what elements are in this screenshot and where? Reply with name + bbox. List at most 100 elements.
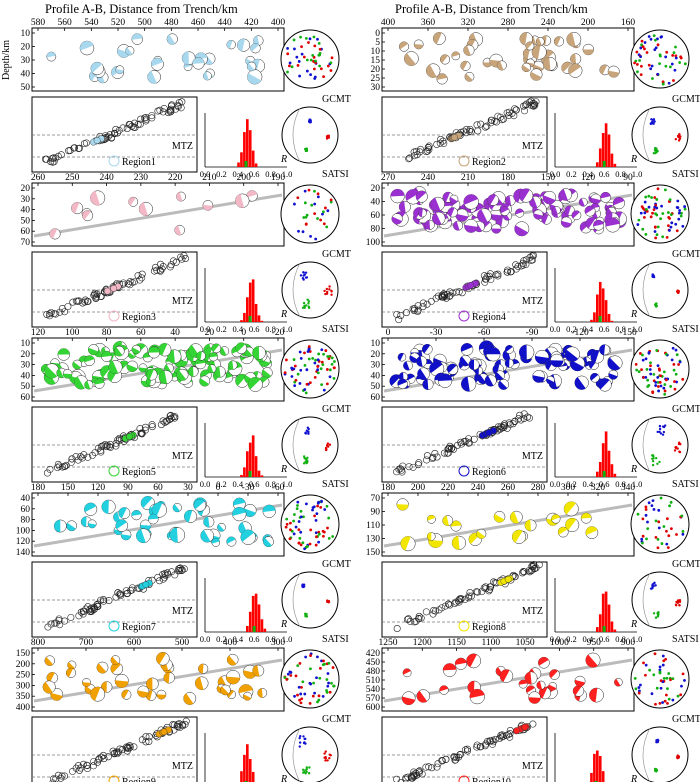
stress-axis-dot bbox=[667, 534, 671, 538]
stress-axis-dot bbox=[329, 200, 333, 204]
hist-bar bbox=[596, 294, 599, 322]
focal-mechanism bbox=[88, 344, 100, 356]
seismicity-event bbox=[138, 430, 146, 438]
stress-axis-dot bbox=[658, 665, 662, 669]
focal-mechanism bbox=[541, 214, 552, 225]
stress-axis-dot bbox=[681, 532, 685, 536]
focal-mechanism bbox=[198, 663, 209, 674]
focal-mechanism bbox=[108, 360, 123, 375]
seismicity-event bbox=[178, 255, 186, 263]
focal-mechanism bbox=[391, 213, 403, 225]
stress-axis-dot bbox=[315, 535, 318, 539]
focal-mechanism bbox=[232, 506, 247, 522]
focal-compressional-quadrant bbox=[536, 681, 543, 690]
seismicity-event bbox=[503, 109, 511, 117]
stress-axis-dot bbox=[639, 211, 643, 215]
stress-axis-dot bbox=[679, 693, 683, 697]
focal-compressional-quadrant bbox=[428, 539, 443, 548]
focal-compressional-quadrant bbox=[460, 343, 473, 352]
highlighted-event bbox=[504, 575, 512, 583]
seismicity-event bbox=[525, 414, 533, 422]
gcmt-label: GCMT bbox=[672, 249, 700, 260]
stress-axis-dot bbox=[678, 61, 682, 64]
seismicity-event bbox=[405, 463, 413, 471]
confidence-point bbox=[304, 431, 307, 435]
seismicity-event bbox=[446, 292, 454, 300]
satsi-label: SATSI bbox=[672, 169, 699, 180]
stress-axis-dot bbox=[673, 380, 676, 383]
focal-compressional-quadrant bbox=[202, 204, 213, 211]
focal-compressional-quadrant bbox=[590, 373, 599, 381]
legend-marker bbox=[458, 310, 470, 322]
stress-axis-dot bbox=[640, 43, 643, 47]
stress-axis-dot bbox=[645, 367, 649, 371]
hist-bar bbox=[246, 744, 249, 782]
seismicity-event bbox=[174, 101, 182, 109]
stress-axis-dot bbox=[321, 363, 325, 367]
hist-tick-label: 1.0 bbox=[282, 169, 293, 179]
confidence-point bbox=[659, 432, 663, 435]
seismicity-event bbox=[83, 761, 91, 769]
confidence-point bbox=[677, 139, 681, 142]
confidence-point bbox=[325, 290, 329, 294]
confidence-point bbox=[678, 450, 681, 453]
seismicity-event bbox=[74, 762, 82, 770]
focal-mechanism bbox=[525, 41, 535, 51]
focal-mechanism bbox=[557, 526, 569, 538]
stress-axis-dot bbox=[316, 365, 320, 368]
left-column-header: Profile A-B, Distance from Trench/km bbox=[45, 2, 238, 16]
seismicity-event bbox=[415, 768, 423, 776]
seismicity-event bbox=[451, 599, 459, 607]
stress-axis-dot bbox=[317, 352, 321, 356]
stress-axis-dot bbox=[653, 38, 657, 42]
focal-mechanism bbox=[232, 497, 246, 511]
focal-compressional-quadrant bbox=[131, 33, 143, 40]
stress-axis-dot bbox=[294, 525, 298, 529]
stress-axis-dot bbox=[648, 668, 652, 672]
confidence-point bbox=[654, 769, 657, 772]
hist-bar bbox=[248, 130, 252, 167]
seismicity-event bbox=[43, 310, 51, 318]
seismicity-event bbox=[145, 738, 153, 746]
seismicity-event bbox=[103, 443, 111, 451]
seismicity-event bbox=[158, 265, 166, 273]
y-tick-label: 50 bbox=[21, 382, 31, 392]
r-axis-label: R bbox=[280, 464, 287, 475]
seismicity-event bbox=[397, 778, 405, 782]
focal-compressional-quadrant bbox=[432, 212, 442, 225]
focal-mechanism bbox=[476, 528, 487, 539]
hist-bar bbox=[246, 451, 249, 477]
hist-tick-label: 0.0 bbox=[550, 634, 561, 644]
focal-compressional-quadrant bbox=[593, 220, 604, 227]
seismicity-event bbox=[410, 152, 418, 160]
hist-bar bbox=[604, 591, 608, 632]
stress-axis-dot bbox=[649, 364, 652, 368]
y-tick-label: 350 bbox=[16, 692, 31, 702]
seismicity-event bbox=[423, 300, 431, 308]
seismicity-event bbox=[433, 140, 441, 148]
stress-axis-dot bbox=[316, 358, 320, 362]
stress-axis-dot bbox=[309, 58, 313, 62]
stress-axis-dot bbox=[669, 527, 673, 531]
seismicity-event bbox=[54, 152, 62, 160]
seismicity-event bbox=[100, 597, 108, 605]
seismicity-event bbox=[44, 623, 52, 631]
x-tick-label: 220 bbox=[168, 173, 183, 183]
focal-compressional-quadrant bbox=[427, 532, 432, 541]
focal-compressional-quadrant bbox=[100, 365, 112, 378]
stress-axis-dot bbox=[285, 517, 289, 521]
stress-axis-dot bbox=[656, 364, 660, 368]
hist-tick-label: 0.2 bbox=[566, 169, 577, 179]
stress-axis-dot bbox=[641, 45, 645, 49]
hist-bar bbox=[590, 319, 593, 322]
y-tick-label: 10 bbox=[371, 339, 381, 349]
stress-axis-dot bbox=[318, 676, 322, 680]
seismicity-event bbox=[422, 763, 430, 771]
confidence-point bbox=[651, 463, 655, 467]
seismicity-event bbox=[415, 769, 423, 777]
focal-compressional-quadrant bbox=[514, 225, 529, 236]
stress-axis-dot bbox=[303, 189, 307, 193]
seismicity-event bbox=[512, 261, 520, 269]
hist-tick-label: 0.6 bbox=[249, 479, 260, 489]
gcmt-stereonet bbox=[630, 649, 690, 709]
